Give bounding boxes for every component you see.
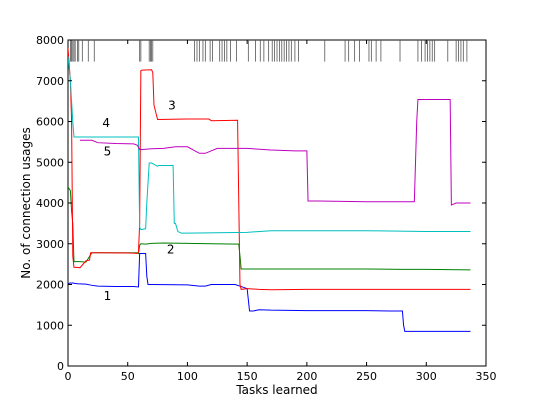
x-tick-label: 250 <box>356 370 377 383</box>
x-tick-label: 0 <box>65 370 72 383</box>
x-tick-label: 100 <box>177 370 198 383</box>
event-marks <box>69 40 468 62</box>
series-annotation-1: 1 <box>104 289 112 303</box>
y-tick-label: 8000 <box>36 34 64 47</box>
x-tick-label: 200 <box>296 370 317 383</box>
y-tick-label: 5000 <box>36 156 64 169</box>
x-tick-label: 300 <box>416 370 437 383</box>
y-tick-label: 6000 <box>36 116 64 129</box>
y-tick-label: 7000 <box>36 75 64 88</box>
series-line-3 <box>68 48 471 291</box>
series-line-5 <box>79 99 471 206</box>
x-axis-label: Tasks learned <box>235 383 317 397</box>
x-tick-label: 150 <box>237 370 258 383</box>
series-line-4 <box>68 56 471 234</box>
y-axis-label: No. of connection usages <box>19 127 33 279</box>
series-annotation-3: 3 <box>168 98 176 112</box>
y-tick-label: 0 <box>57 360 64 373</box>
y-tick-label: 3000 <box>36 238 64 251</box>
y-tick-label: 1000 <box>36 319 64 332</box>
series-annotations: 1 2 3 4 5 <box>102 98 175 303</box>
series-annotation-4: 4 <box>102 116 110 130</box>
x-tick-label: 350 <box>476 370 497 383</box>
y-tick-label: 2000 <box>36 279 64 292</box>
series-annotation-2: 2 <box>167 243 175 257</box>
series-annotation-5: 5 <box>104 145 112 159</box>
x-tick-label: 50 <box>121 370 135 383</box>
y-tick-label: 4000 <box>36 197 64 210</box>
series-line-2 <box>68 186 471 271</box>
series-group <box>68 48 471 332</box>
axis-ticks: 0 50 100 150 200 250 300 350 0 1000 2000 3000 4000 50… <box>36 34 497 383</box>
series-line-1 <box>68 253 471 332</box>
